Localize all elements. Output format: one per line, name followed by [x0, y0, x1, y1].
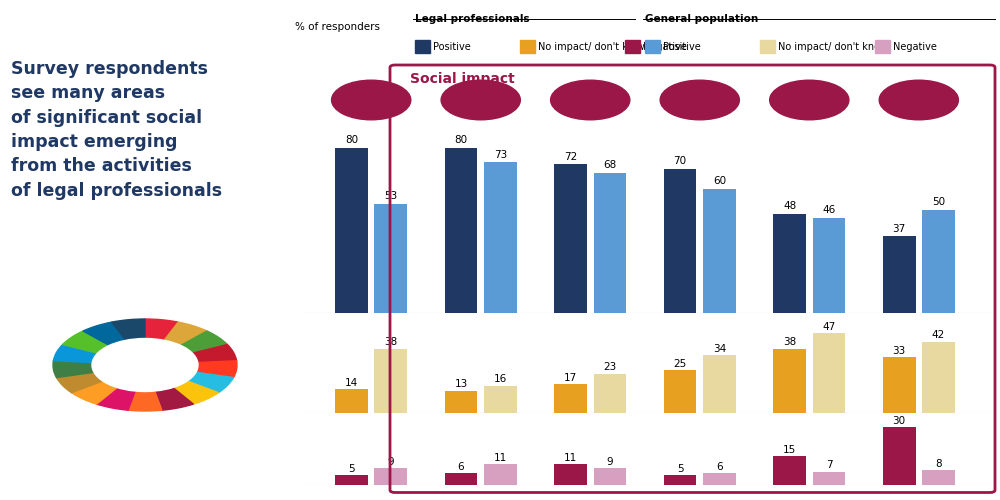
Bar: [773, 348, 806, 412]
Bar: [813, 218, 845, 312]
Text: 80: 80: [345, 136, 358, 145]
Text: 80: 80: [454, 136, 468, 145]
Text: 6: 6: [716, 462, 723, 472]
Text: 34: 34: [713, 344, 726, 354]
Text: 5: 5: [348, 464, 355, 474]
Text: General population: General population: [645, 14, 758, 24]
Text: No impact/ don't know: No impact/ don't know: [778, 42, 888, 51]
Bar: [703, 474, 736, 485]
Bar: [922, 210, 955, 312]
Text: Positive: Positive: [663, 42, 701, 51]
Text: 46: 46: [822, 205, 836, 215]
Text: 70: 70: [673, 156, 687, 166]
Text: 37: 37: [892, 224, 906, 234]
Bar: [335, 476, 368, 485]
Text: Social impact: Social impact: [410, 72, 515, 86]
Bar: [374, 348, 407, 412]
Text: 53: 53: [384, 191, 398, 201]
Bar: [922, 470, 955, 485]
Text: 42: 42: [932, 330, 945, 340]
Text: 72: 72: [564, 152, 577, 162]
Bar: [883, 357, 916, 412]
Text: 25: 25: [673, 359, 687, 369]
Bar: [703, 356, 736, 412]
Text: 16: 16: [494, 374, 507, 384]
Text: 5: 5: [677, 464, 683, 474]
Bar: [813, 334, 845, 412]
Bar: [664, 370, 696, 412]
Text: 17: 17: [564, 372, 577, 382]
Text: Negative: Negative: [893, 42, 937, 51]
Bar: [445, 390, 477, 412]
Text: 11: 11: [494, 453, 507, 463]
Bar: [484, 162, 517, 312]
Text: Legal professionals: Legal professionals: [415, 14, 530, 24]
Text: % of responders: % of responders: [295, 22, 380, 32]
Bar: [594, 468, 626, 485]
Text: 68: 68: [603, 160, 617, 170]
Text: 38: 38: [384, 337, 398, 347]
Bar: [773, 214, 806, 312]
Bar: [664, 168, 696, 312]
Text: 7: 7: [826, 460, 832, 470]
Bar: [883, 427, 916, 485]
Text: 9: 9: [388, 456, 394, 466]
Bar: [703, 189, 736, 312]
Text: 50: 50: [932, 197, 945, 207]
Bar: [374, 204, 407, 312]
Bar: [594, 172, 626, 312]
Text: 60: 60: [713, 176, 726, 186]
Text: 6: 6: [458, 462, 464, 472]
Text: Survey respondents
see many areas
of significant social
impact emerging
from the: Survey respondents see many areas of sig…: [11, 60, 223, 200]
Text: 23: 23: [603, 362, 617, 372]
Bar: [554, 164, 587, 312]
Text: 13: 13: [454, 379, 468, 389]
Bar: [554, 464, 587, 485]
Bar: [484, 464, 517, 485]
Bar: [664, 476, 696, 485]
Bar: [883, 236, 916, 312]
Text: Negative: Negative: [643, 42, 687, 51]
Text: 11: 11: [564, 453, 577, 463]
Bar: [813, 472, 845, 485]
Text: 48: 48: [783, 201, 796, 211]
Bar: [445, 474, 477, 485]
Text: 9: 9: [607, 456, 613, 466]
Text: 47: 47: [822, 322, 836, 332]
Text: No impact/ don't know: No impact/ don't know: [538, 42, 648, 51]
Text: 38: 38: [783, 337, 796, 347]
Text: 73: 73: [494, 150, 507, 160]
Bar: [335, 389, 368, 412]
Bar: [594, 374, 626, 412]
Bar: [773, 456, 806, 485]
Text: 14: 14: [345, 378, 358, 388]
Text: 30: 30: [893, 416, 906, 426]
Bar: [445, 148, 477, 312]
Text: 33: 33: [892, 346, 906, 356]
Bar: [922, 342, 955, 412]
Text: 15: 15: [783, 445, 796, 455]
Bar: [374, 468, 407, 485]
Bar: [484, 386, 517, 412]
Text: 8: 8: [935, 458, 942, 468]
Bar: [554, 384, 587, 412]
Bar: [335, 148, 368, 312]
Text: Positive: Positive: [433, 42, 471, 51]
